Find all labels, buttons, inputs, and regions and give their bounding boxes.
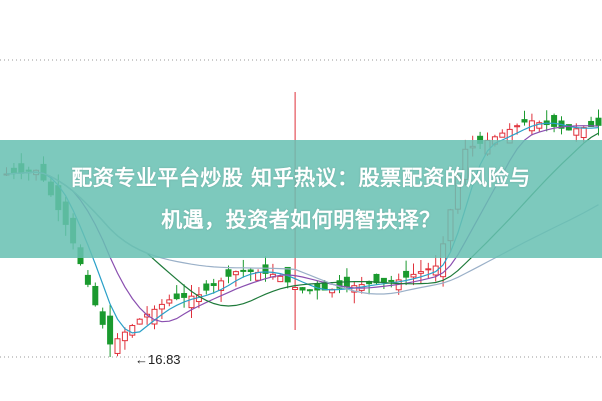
candle-body <box>166 299 173 304</box>
candle-body <box>232 271 239 276</box>
candle-body <box>588 120 595 127</box>
candle-body <box>92 285 99 306</box>
candle-body <box>203 283 210 291</box>
candle-body <box>417 271 424 274</box>
candle-body <box>255 271 262 281</box>
candle-body <box>181 293 188 298</box>
candle-body <box>262 264 269 274</box>
candle-body <box>292 286 299 290</box>
candle-body <box>225 269 232 277</box>
candle-body <box>188 295 195 309</box>
candle-body <box>536 122 543 129</box>
candle-body <box>107 315 114 345</box>
candle-body <box>306 289 313 292</box>
candle-body <box>499 132 506 138</box>
low-price-value: 16.83 <box>148 352 181 367</box>
candle-body <box>373 273 380 284</box>
candle-body <box>114 338 121 354</box>
candle-body <box>351 285 358 293</box>
candle-body <box>551 115 558 127</box>
candle-body <box>388 279 395 282</box>
candle-body <box>514 125 521 128</box>
candle-body <box>336 280 343 289</box>
candle-body <box>425 268 432 271</box>
candle-body <box>277 275 284 283</box>
candle-body <box>136 318 143 325</box>
candle-body <box>247 269 254 273</box>
candle-body <box>173 293 180 300</box>
candle-body <box>151 308 158 325</box>
candle-body <box>121 331 128 342</box>
candle-body <box>403 270 410 278</box>
candle-body <box>99 311 106 325</box>
candle-body <box>158 303 165 310</box>
candle-body <box>595 117 602 126</box>
low-price-label: ←16.83 <box>135 352 181 367</box>
candle-body <box>580 127 587 139</box>
candle-body <box>299 287 306 291</box>
candle-body <box>129 325 136 336</box>
candle-body <box>410 273 417 278</box>
candle-body <box>432 265 439 276</box>
title-line-2: 机遇，投资者如何明智抉择？ <box>161 208 441 232</box>
title-banner: 配资专业平台炒股 知乎热议：股票配资的风险与 机遇，投资者如何明智抉择？ <box>0 140 602 258</box>
candle-body <box>573 128 580 136</box>
title-line-1: 配资专业平台炒股 知乎热议：股票配资的风险与 <box>71 166 531 190</box>
candle-body <box>84 274 91 285</box>
candle-body <box>240 269 247 272</box>
candle-body <box>380 277 387 283</box>
candle-body <box>218 280 225 291</box>
candle-body <box>521 119 528 123</box>
candle-body <box>210 283 217 286</box>
